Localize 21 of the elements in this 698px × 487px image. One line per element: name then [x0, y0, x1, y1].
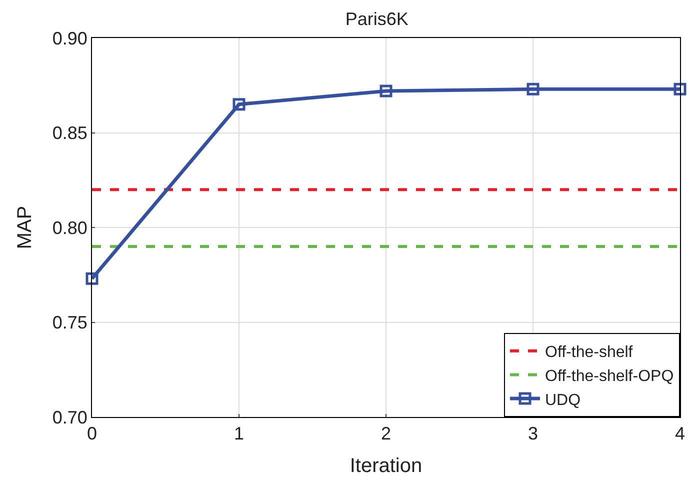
y-tick-label: 0.75	[52, 312, 88, 333]
x-tick-label: 0	[86, 424, 98, 444]
point	[526, 82, 540, 96]
y-axis-title: MAP	[14, 206, 36, 250]
point	[232, 98, 246, 111]
legend-label: UDQ	[545, 392, 581, 409]
x-axis-title: Iteration	[350, 455, 422, 478]
y-tick-label: 0.85	[52, 123, 88, 144]
legend-label: Off-the-shelf	[545, 344, 634, 362]
x-tick-label: 4	[674, 424, 686, 444]
legend-label: Off-the-shelf-OPQ	[545, 368, 674, 385]
point	[380, 84, 392, 98]
x-tick-label: 3	[528, 424, 538, 444]
x-tick-label: 2	[380, 424, 392, 444]
y-tick-label: 0.80	[52, 218, 88, 238]
y-tick-label: 0.90	[52, 28, 88, 48]
x-tick-label: 1	[234, 424, 244, 444]
y-tick-label: 0.70	[52, 407, 88, 428]
chart-title: Paris6K	[345, 8, 408, 29]
point	[674, 82, 686, 96]
point	[86, 272, 98, 285]
